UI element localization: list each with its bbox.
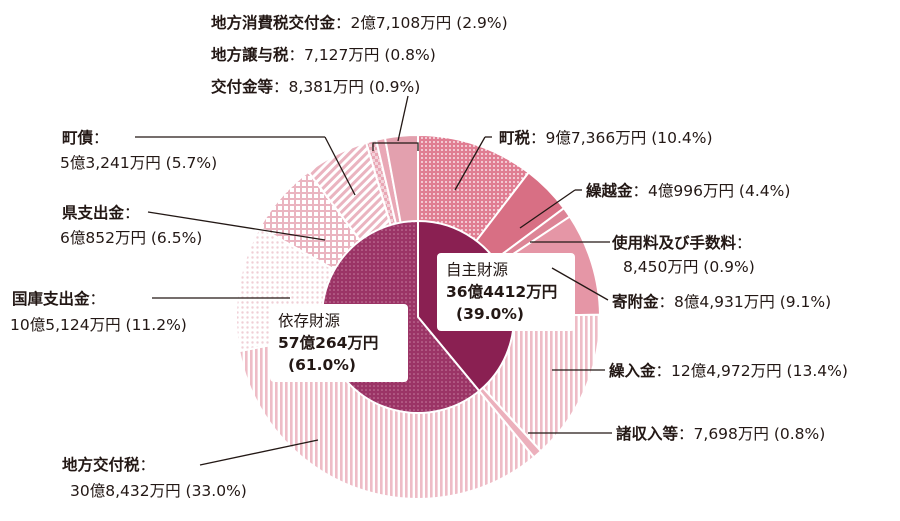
label-kofuzei-name: 地方交付税：	[62, 455, 155, 474]
label-ken-name: 県支出金：	[62, 203, 140, 222]
label-kifu: 寄附金：8億4,931万円 (9.1%)	[612, 292, 831, 311]
jishu-zaigen-percent: (39.0%)	[456, 305, 524, 323]
label-shiyoryo-name: 使用料及び手数料：	[611, 233, 752, 252]
label-ken-value: 6億852万円 (6.5%)	[60, 229, 202, 247]
izon-zaigen-percent: (61.0%)	[288, 356, 356, 374]
label-chozei: 町税：9億7,366万円 (10.4%)	[499, 128, 713, 147]
label-joyo: 地方譲与税：7,127万円 (0.8%)	[211, 45, 436, 64]
label-kofuzei-value: 30億8,432万円 (33.0%)	[70, 482, 247, 500]
label-kofukin: 交付金等：8,381万円 (0.9%)	[211, 77, 420, 96]
izon-zaigen-name: 依存財源	[278, 312, 340, 330]
label-kokko-value: 10億5,124万円 (11.2%)	[10, 316, 187, 334]
izon-zaigen-value: 57億264万円	[278, 333, 378, 352]
jishu-zaigen-value: 36億4412万円	[446, 282, 557, 301]
jishu-zaigen-name: 自主財源	[446, 261, 508, 279]
label-shiyoryo-value: 8,450万円 (0.9%)	[623, 258, 755, 276]
label-shoshunyu: 諸収入等：7,698万円 (0.8%)	[616, 424, 825, 443]
label-chosai-value: 5億3,241万円 (5.7%)	[60, 154, 217, 172]
label-kurire: 繰入金：12億4,972万円 (13.4%)	[609, 361, 848, 380]
label-kokko-name: 国庫支出金：	[12, 289, 105, 308]
leader-lines	[135, 95, 612, 466]
izon-zaigen-box	[270, 304, 408, 382]
label-kurikoshi: 繰越金：4億996万円 (4.4%)	[586, 181, 790, 200]
jishu-zaigen-box	[437, 253, 575, 331]
label-shohi: 地方消費税交付金：2億7,108万円 (2.9%)	[211, 13, 508, 32]
label-chosai-name: 町債：	[62, 128, 109, 147]
